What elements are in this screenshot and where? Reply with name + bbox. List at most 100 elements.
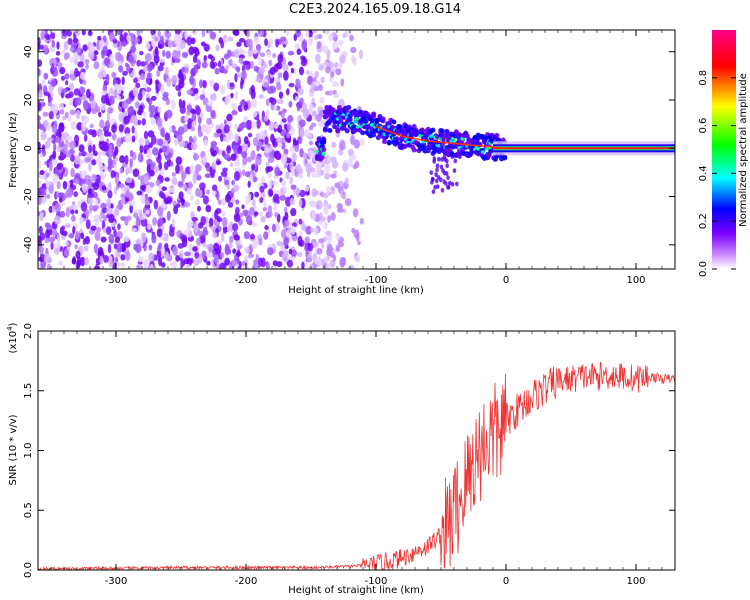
spectrogram-cell: [233, 30, 240, 36]
spectrogram-cell: [189, 257, 194, 264]
spectrogram-cell: [309, 227, 315, 233]
spectrogram-cell: [203, 54, 207, 61]
spectrogram-cell: [347, 148, 355, 157]
figure-title: C2E3.2024.165.09.18.G14: [288, 2, 462, 17]
spectrogram-cell: [347, 158, 354, 168]
spectrogram-cell: [295, 95, 299, 102]
ridge-peak: [485, 146, 490, 151]
spectrogram-cell: [207, 54, 213, 60]
branch-cell: [435, 178, 439, 184]
spectrogram-cell: [339, 54, 346, 64]
spectrogram-cell: [164, 132, 171, 141]
spectrogram-cell: [266, 50, 272, 58]
spectrogram-cell: [310, 82, 316, 90]
spectrogram-cell: [247, 132, 253, 138]
spectrogram-cell: [223, 124, 230, 134]
spectrogram-cell: [359, 49, 363, 60]
spectrogram-cell: [116, 95, 121, 101]
spectrogram-cell: [107, 189, 113, 199]
spectrogram-cell: [71, 214, 76, 222]
spectrogram-cell: [177, 126, 185, 136]
spectrogram-cell: [239, 79, 244, 90]
spectrogram-cell: [316, 40, 322, 49]
spectrogram-cell: [335, 68, 342, 76]
spectrogram-cell: [89, 123, 94, 129]
spectrogram-cell: [113, 243, 118, 250]
x-tick-label: 0: [503, 275, 509, 286]
spectrogram-cell: [73, 59, 79, 65]
spectrogram-cell: [286, 30, 290, 37]
spectrogram-cell: [129, 149, 134, 158]
spectrogram-cell: [304, 110, 309, 116]
spectrogram-cell: [286, 121, 292, 132]
spectrogram-cell: [77, 61, 84, 68]
spectrogram-cell: [212, 232, 218, 239]
ridge-cell: [322, 126, 328, 132]
spectrogram-cell: [93, 243, 99, 251]
spectrogram-cell: [267, 156, 275, 164]
spectrogram-cell: [128, 54, 135, 64]
spectrogram-cell: [263, 231, 269, 240]
spectrogram-cell: [274, 265, 279, 269]
ridge-cell: [321, 136, 327, 142]
spectrogram-cell: [260, 216, 267, 223]
spectrogram-cell: [281, 117, 287, 123]
spectrogram-cell: [279, 195, 287, 201]
spectrogram-cell: [95, 106, 101, 113]
spectrogram-cell: [328, 33, 333, 42]
spectrogram-cell: [85, 63, 89, 70]
spectrogram-cell: [109, 108, 113, 114]
spectrogram-cell: [238, 57, 244, 64]
spectrogram-cell: [107, 157, 113, 167]
spectrogram-cell: [206, 117, 213, 125]
spectrogram-cell: [250, 98, 257, 109]
spectrogram-cell: [76, 47, 81, 54]
spectrogram-cell: [195, 187, 200, 197]
spectrogram-cell: [59, 66, 66, 75]
spectrogram-cell: [253, 259, 258, 266]
spectrogram-cell: [75, 109, 81, 120]
spectrogram-cell: [193, 64, 199, 74]
ridge-cell: [444, 128, 450, 134]
branch-cell: [445, 163, 449, 169]
y-tick-label: 0.0: [23, 562, 34, 578]
spectrogram-cell: [202, 195, 209, 205]
spectrogram-cell: [282, 63, 289, 72]
spectrogram-cell: [141, 89, 146, 96]
spectrogram-cell: [316, 248, 323, 255]
spectrogram-cell: [310, 122, 317, 128]
spectrogram-cell: [259, 52, 266, 58]
spectrogram-cell: [326, 248, 332, 257]
spectrogram-cell: [221, 231, 225, 242]
spectrogram-cell: [131, 135, 136, 143]
colorbar-ticks: 0.0 0.2 0.4 0.6 0.8: [698, 70, 736, 277]
spectrogram-cell: [296, 48, 302, 56]
spectrogram-cell: [150, 104, 156, 114]
spectrogram-cell: [161, 262, 166, 268]
spectrogram-cell: [114, 174, 120, 185]
y-tick-label: 40: [23, 45, 34, 58]
spectrogram-cell: [276, 260, 283, 268]
spectrogram-cell: [49, 160, 53, 171]
ridge-cell: [411, 147, 417, 153]
spectrogram-cell: [201, 250, 207, 260]
spectrogram-cell: [340, 78, 345, 87]
spectrogram-cell: [213, 242, 220, 252]
ridge-peak: [321, 152, 326, 156]
spectrogram-cell: [120, 196, 125, 206]
spectrogram-cell: [278, 110, 282, 116]
spectrogram-cell: [175, 164, 180, 175]
spectrogram-cell: [277, 124, 283, 134]
spectrogram-cell: [143, 174, 149, 185]
spectrogram-cell: [125, 177, 133, 184]
spectrogram-cell: [206, 104, 213, 113]
spectrogram-cell: [69, 82, 75, 91]
spectrogram-cell: [236, 66, 241, 73]
spectrogram-cell: [197, 129, 203, 138]
spectrogram-cell: [43, 119, 49, 128]
spectrogram-cell: [210, 173, 215, 179]
spectrogram-cell: [139, 73, 146, 81]
spectrogram-cell: [63, 41, 69, 51]
spectrogram-cell: [130, 227, 138, 232]
spectrogram-cell: [308, 103, 314, 112]
